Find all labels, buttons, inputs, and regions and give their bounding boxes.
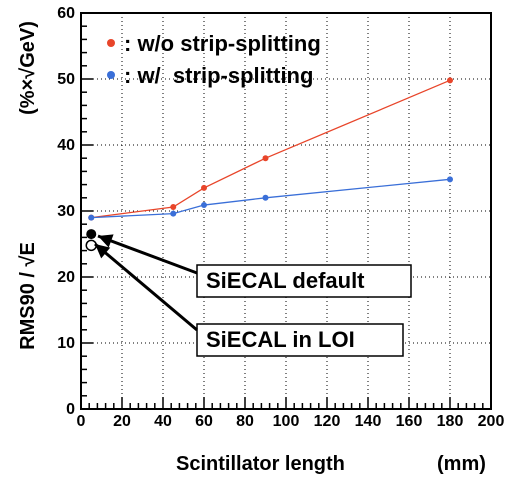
x-tick-label: 20 <box>113 413 131 430</box>
series-0 <box>88 77 453 221</box>
y-axis-unit: (%×√GeV) <box>17 21 39 115</box>
x-tick-label: 100 <box>273 413 300 430</box>
x-tick-label: 180 <box>437 413 464 430</box>
y-tick-label: 60 <box>57 5 75 22</box>
series-point-0 <box>447 77 453 84</box>
annotation-siecal-loi: SiECAL in LOI <box>196 323 404 357</box>
x-axis-unit: (mm) <box>437 453 486 475</box>
reference-points <box>85 229 97 252</box>
ref-point-siecal-default <box>86 229 97 240</box>
x-tick-label: 160 <box>396 413 423 430</box>
series-point-0 <box>262 155 269 162</box>
annotation-box-default <box>196 264 412 298</box>
x-axis-title: Scintillator length <box>176 453 345 475</box>
y-tick-label: 0 <box>66 401 75 418</box>
arrow-siecal-loi-head <box>95 244 111 259</box>
series-group <box>88 77 453 221</box>
legend-marker-w-split <box>107 71 115 79</box>
arrow-siecal-loi-shaft <box>94 242 198 332</box>
annotation-box-loi <box>196 323 404 357</box>
x-tick-label: 140 <box>355 413 382 430</box>
x-tick-label: 200 <box>478 413 505 430</box>
series-point-1 <box>201 202 207 209</box>
y-tick-label: 40 <box>57 137 75 154</box>
arrow-siecal-default-shaft <box>97 234 198 275</box>
y-tick-labels: 0 10 20 30 40 50 60 <box>57 5 75 418</box>
y-axis-title: RMS90 / √E <box>17 242 39 350</box>
x-tick-label: 80 <box>236 413 254 430</box>
x-tick-label: 60 <box>195 413 213 430</box>
tick-marks <box>80 12 492 410</box>
x-tick-labels: 0 20 40 60 80 100 120 140 160 180 200 <box>77 413 505 430</box>
legend-label-w-split: : w/ strip-splitting <box>124 63 313 88</box>
x-tick-label: 40 <box>154 413 172 430</box>
legend: : w/o strip-splitting : w/ strip-splitti… <box>107 31 321 88</box>
legend-label-wo-split: : w/o strip-splitting <box>124 31 321 56</box>
annotation-arrows <box>94 234 198 332</box>
series-point-0 <box>201 184 207 191</box>
y-tick-label: 50 <box>57 71 75 88</box>
legend-marker-wo-split <box>107 39 115 47</box>
series-point-1 <box>170 210 177 217</box>
y-tick-label: 10 <box>57 335 75 352</box>
series-point-1 <box>262 194 269 201</box>
series-point-0 <box>170 204 177 211</box>
annotation-label-default: SiECAL default <box>206 268 365 293</box>
y-tick-label: 20 <box>57 269 75 286</box>
x-tick-label: 0 <box>77 413 86 430</box>
series-point-1 <box>88 214 95 221</box>
series-line-1 <box>91 178 451 219</box>
series-1 <box>88 176 453 221</box>
series-point-1 <box>447 176 453 183</box>
y-tick-label: 30 <box>57 203 75 220</box>
arrow-siecal-default-head <box>98 234 114 248</box>
x-tick-label: 120 <box>314 413 341 430</box>
annotation-siecal-default: SiECAL default <box>196 264 412 298</box>
annotation-label-loi: SiECAL in LOI <box>206 327 355 352</box>
